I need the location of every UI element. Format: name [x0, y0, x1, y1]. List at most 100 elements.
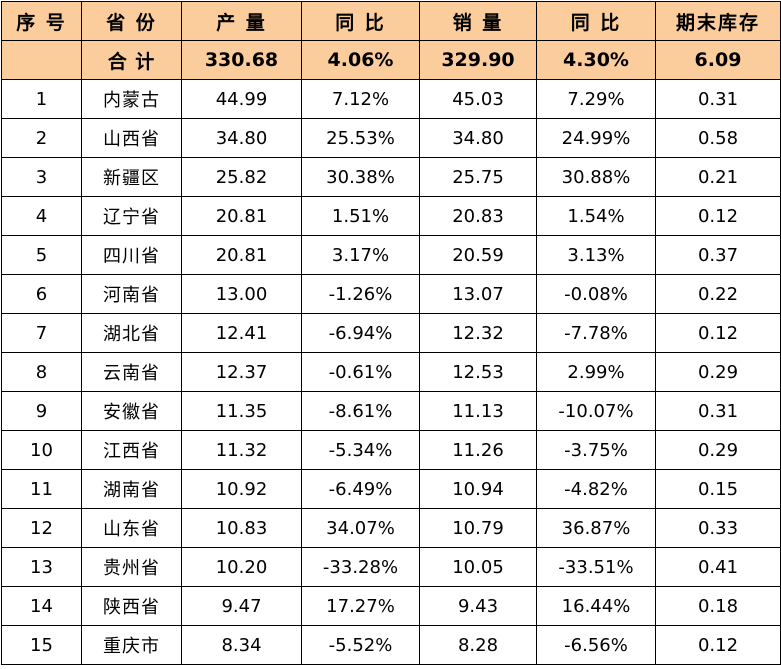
production-yoy-cell: -6.94% [301, 313, 420, 353]
production-cell: 12.37 [181, 352, 302, 392]
table-row: 6 河南省 13.00 -1.26% 13.07 -0.08% 0.22 [1, 274, 781, 314]
production-yoy-cell: 1.51% [301, 196, 420, 236]
index-cell: 9 [1, 391, 82, 431]
production-cell: 20.81 [181, 196, 302, 236]
index-cell: 15 [1, 625, 82, 665]
index-cell: 13 [1, 547, 82, 587]
province-cell: 河南省 [81, 274, 182, 314]
production-yoy-cell: -6.49% [301, 469, 420, 509]
production-yoy-cell: -5.52% [301, 625, 420, 665]
inventory-cell: 0.33 [655, 508, 781, 548]
total-row: 合 计 330.68 4.06% 329.90 4.30% 6.09 [1, 40, 781, 80]
table-row: 1 内蒙古 44.99 7.12% 45.03 7.29% 0.31 [1, 79, 781, 119]
total-label: 合 计 [81, 40, 182, 80]
index-cell: 7 [1, 313, 82, 353]
index-cell: 8 [1, 352, 82, 392]
index-cell: 12 [1, 508, 82, 548]
sales-cell: 12.32 [419, 313, 537, 353]
sales-cell: 25.75 [419, 157, 537, 197]
table-row: 9 安徽省 11.35 -8.61% 11.13 -10.07% 0.31 [1, 391, 781, 431]
table-row: 12 山东省 10.83 34.07% 10.79 36.87% 0.33 [1, 508, 781, 548]
header-row: 序 号 省 份 产 量 同 比 销 量 同 比 期末库存 [1, 1, 781, 41]
sales-yoy-cell: 1.54% [536, 196, 656, 236]
sales-yoy-cell: -6.56% [536, 625, 656, 665]
production-yoy-cell: -8.61% [301, 391, 420, 431]
table-row: 13 贵州省 10.20 -33.28% 10.05 -33.51% 0.41 [1, 547, 781, 587]
sales-cell: 11.26 [419, 430, 537, 470]
table-row: 7 湖北省 12.41 -6.94% 12.32 -7.78% 0.12 [1, 313, 781, 353]
inventory-cell: 0.58 [655, 118, 781, 158]
production-yoy-cell: 17.27% [301, 586, 420, 626]
inventory-cell: 0.15 [655, 469, 781, 509]
table-row: 8 云南省 12.37 -0.61% 12.53 2.99% 0.29 [1, 352, 781, 392]
inventory-cell: 0.29 [655, 352, 781, 392]
inventory-cell: 0.12 [655, 625, 781, 665]
province-cell: 新疆区 [81, 157, 182, 197]
province-cell: 辽宁省 [81, 196, 182, 236]
sales-yoy-cell: -33.51% [536, 547, 656, 587]
index-cell: 1 [1, 79, 82, 119]
province-cell: 贵州省 [81, 547, 182, 587]
table-row: 4 辽宁省 20.81 1.51% 20.83 1.54% 0.12 [1, 196, 781, 236]
header-production: 产 量 [181, 1, 302, 41]
inventory-cell: 0.21 [655, 157, 781, 197]
province-cell: 四川省 [81, 235, 182, 275]
sales-yoy-cell: -3.75% [536, 430, 656, 470]
production-cell: 8.34 [181, 625, 302, 665]
total-index [1, 40, 82, 80]
province-cell: 云南省 [81, 352, 182, 392]
province-cell: 内蒙古 [81, 79, 182, 119]
table-row: 5 四川省 20.81 3.17% 20.59 3.13% 0.37 [1, 235, 781, 275]
sales-cell: 8.28 [419, 625, 537, 665]
index-cell: 5 [1, 235, 82, 275]
province-cell: 陕西省 [81, 586, 182, 626]
production-cell: 13.00 [181, 274, 302, 314]
sales-yoy-cell: 2.99% [536, 352, 656, 392]
inventory-cell: 0.31 [655, 391, 781, 431]
header-sales-yoy: 同 比 [536, 1, 656, 41]
table-row: 15 重庆市 8.34 -5.52% 8.28 -6.56% 0.12 [1, 625, 781, 665]
production-cell: 12.41 [181, 313, 302, 353]
total-production-yoy: 4.06% [301, 40, 420, 80]
production-yoy-cell: 30.38% [301, 157, 420, 197]
province-cell: 重庆市 [81, 625, 182, 665]
header-index: 序 号 [1, 1, 82, 41]
inventory-cell: 0.12 [655, 196, 781, 236]
sales-cell: 11.13 [419, 391, 537, 431]
production-cell: 20.81 [181, 235, 302, 275]
province-cell: 江西省 [81, 430, 182, 470]
sales-cell: 20.83 [419, 196, 537, 236]
inventory-cell: 0.18 [655, 586, 781, 626]
header-province: 省 份 [81, 1, 182, 41]
sales-yoy-cell: 3.13% [536, 235, 656, 275]
sales-yoy-cell: -7.78% [536, 313, 656, 353]
table-row: 10 江西省 11.32 -5.34% 11.26 -3.75% 0.29 [1, 430, 781, 470]
header-production-yoy: 同 比 [301, 1, 420, 41]
production-cell: 9.47 [181, 586, 302, 626]
sales-cell: 13.07 [419, 274, 537, 314]
total-production: 330.68 [181, 40, 302, 80]
sales-cell: 10.79 [419, 508, 537, 548]
header-sales: 销 量 [419, 1, 537, 41]
index-cell: 14 [1, 586, 82, 626]
sales-yoy-cell: 7.29% [536, 79, 656, 119]
production-cell: 25.82 [181, 157, 302, 197]
production-yoy-cell: 34.07% [301, 508, 420, 548]
sales-yoy-cell: -0.08% [536, 274, 656, 314]
production-yoy-cell: -0.61% [301, 352, 420, 392]
index-cell: 10 [1, 430, 82, 470]
production-cell: 44.99 [181, 79, 302, 119]
index-cell: 3 [1, 157, 82, 197]
production-cell: 11.32 [181, 430, 302, 470]
province-cell: 山西省 [81, 118, 182, 158]
table-row: 3 新疆区 25.82 30.38% 25.75 30.88% 0.21 [1, 157, 781, 197]
production-cell: 11.35 [181, 391, 302, 431]
province-cell: 湖南省 [81, 469, 182, 509]
index-cell: 4 [1, 196, 82, 236]
inventory-cell: 0.37 [655, 235, 781, 275]
production-cell: 34.80 [181, 118, 302, 158]
sales-yoy-cell: 16.44% [536, 586, 656, 626]
inventory-cell: 0.22 [655, 274, 781, 314]
sales-yoy-cell: -4.82% [536, 469, 656, 509]
index-cell: 11 [1, 469, 82, 509]
